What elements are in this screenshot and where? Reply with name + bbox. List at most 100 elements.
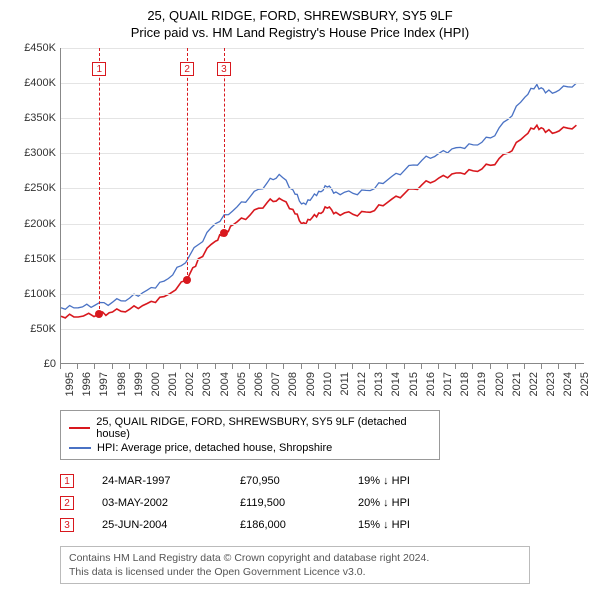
x-axis-label: 2014 (390, 372, 402, 396)
sales-row-date: 25-JUN-2004 (102, 519, 212, 531)
sales-row: 203-MAY-2002£119,50020% ↓ HPI (60, 492, 588, 514)
x-tick (404, 364, 405, 369)
y-axis-label: £400K (12, 77, 56, 89)
sales-row-date: 24-MAR-1997 (102, 475, 212, 487)
x-axis-label: 2002 (184, 372, 196, 396)
title-subtitle: Price paid vs. HM Land Registry's House … (12, 25, 588, 40)
x-tick (386, 364, 387, 369)
legend-swatch (69, 427, 90, 429)
x-tick (352, 364, 353, 369)
sales-row-marker: 3 (60, 518, 74, 532)
x-tick (524, 364, 525, 369)
sales-row: 325-JUN-2004£186,00015% ↓ HPI (60, 514, 588, 536)
x-axis-label: 2010 (322, 372, 334, 396)
y-gridline (61, 153, 584, 154)
x-axis-label: 2018 (459, 372, 471, 396)
y-axis-label: £200K (12, 218, 56, 230)
legend-label: 25, QUAIL RIDGE, FORD, SHREWSBURY, SY5 9… (96, 416, 431, 440)
series-hpi (61, 83, 576, 309)
legend-label: HPI: Average price, detached house, Shro… (97, 442, 332, 454)
x-axis-label: 2004 (219, 372, 231, 396)
x-axis-label: 2021 (511, 372, 523, 396)
x-tick (197, 364, 198, 369)
y-gridline (61, 294, 584, 295)
legend: 25, QUAIL RIDGE, FORD, SHREWSBURY, SY5 9… (60, 410, 440, 460)
x-axis-label: 2017 (442, 372, 454, 396)
x-tick (301, 364, 302, 369)
sales-row: 124-MAR-1997£70,95019% ↓ HPI (60, 470, 588, 492)
x-tick (438, 364, 439, 369)
sale-dot (220, 229, 228, 237)
x-tick (335, 364, 336, 369)
x-axis-label: 1997 (98, 372, 110, 396)
x-axis-label: 2006 (253, 372, 265, 396)
x-axis-label: 2023 (545, 372, 557, 396)
y-gridline (61, 83, 584, 84)
y-gridline (61, 259, 584, 260)
x-axis-label: 2007 (270, 372, 282, 396)
y-axis-label: £250K (12, 182, 56, 194)
y-axis-label: £300K (12, 147, 56, 159)
x-axis-label: 2015 (408, 372, 420, 396)
legend-swatch (69, 447, 91, 449)
footnote-line1: Contains HM Land Registry data © Crown c… (69, 551, 521, 565)
sales-table: 124-MAR-1997£70,95019% ↓ HPI203-MAY-2002… (60, 470, 588, 536)
y-axis-label: £0 (12, 358, 56, 370)
x-tick (146, 364, 147, 369)
chart-svg (61, 48, 584, 363)
sales-row-date: 03-MAY-2002 (102, 497, 212, 509)
legend-row: 25, QUAIL RIDGE, FORD, SHREWSBURY, SY5 9… (69, 415, 431, 441)
sale-marker-box: 1 (92, 62, 106, 76)
x-axis-label: 2024 (562, 372, 574, 396)
y-axis-label: £100K (12, 288, 56, 300)
x-axis-label: 2016 (425, 372, 437, 396)
x-tick (283, 364, 284, 369)
y-gridline (61, 224, 584, 225)
x-tick (575, 364, 576, 369)
x-tick (129, 364, 130, 369)
x-tick (163, 364, 164, 369)
x-tick (94, 364, 95, 369)
x-axis-label: 2003 (201, 372, 213, 396)
x-tick (77, 364, 78, 369)
x-tick (60, 364, 61, 369)
sale-marker-box: 3 (217, 62, 231, 76)
sales-row-marker: 1 (60, 474, 74, 488)
sale-dot (183, 276, 191, 284)
y-axis-label: £50K (12, 323, 56, 335)
chart-area: 123 £0£50K£100K£150K£200K£250K£300K£350K… (12, 44, 588, 404)
x-axis-label: 1996 (81, 372, 93, 396)
x-tick (266, 364, 267, 369)
x-axis-label: 1995 (64, 372, 76, 396)
x-tick (472, 364, 473, 369)
sale-dot (95, 310, 103, 318)
x-axis-label: 2011 (339, 372, 351, 396)
x-tick (490, 364, 491, 369)
x-tick (507, 364, 508, 369)
sales-row-price: £119,500 (240, 497, 330, 509)
y-axis-label: £450K (12, 42, 56, 54)
x-tick (232, 364, 233, 369)
sale-vline (187, 48, 188, 280)
x-axis-label: 2019 (476, 372, 488, 396)
x-axis-label: 2000 (150, 372, 162, 396)
footnote-line2: This data is licensed under the Open Gov… (69, 565, 521, 579)
title-block: 25, QUAIL RIDGE, FORD, SHREWSBURY, SY5 9… (12, 8, 588, 40)
x-tick (215, 364, 216, 369)
x-tick (558, 364, 559, 369)
sales-row-marker: 2 (60, 496, 74, 510)
y-gridline (61, 188, 584, 189)
x-tick (318, 364, 319, 369)
sales-row-price: £186,000 (240, 519, 330, 531)
y-gridline (61, 329, 584, 330)
x-tick (369, 364, 370, 369)
x-tick (180, 364, 181, 369)
plot-region: 123 (60, 48, 584, 364)
x-axis-label: 2001 (167, 372, 179, 396)
chart-container: 25, QUAIL RIDGE, FORD, SHREWSBURY, SY5 9… (0, 0, 600, 592)
y-gridline (61, 48, 584, 49)
legend-row: HPI: Average price, detached house, Shro… (69, 441, 431, 455)
footnote: Contains HM Land Registry data © Crown c… (60, 546, 530, 584)
sales-row-diff: 19% ↓ HPI (358, 475, 458, 487)
y-axis-label: £150K (12, 253, 56, 265)
